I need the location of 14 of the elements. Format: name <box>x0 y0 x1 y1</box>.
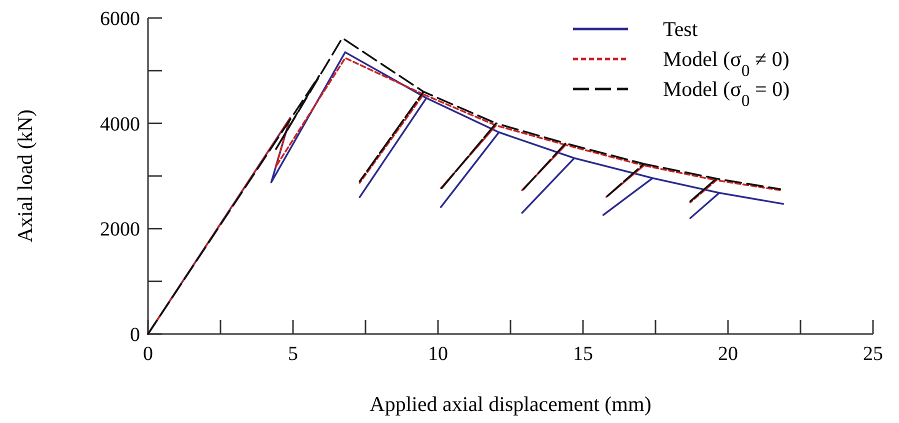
x-tick-label: 15 <box>573 343 593 365</box>
y-tick-label: 4000 <box>100 113 140 136</box>
y-axis-title: Axial load (kN) <box>13 110 37 242</box>
x-tick-label: 25 <box>863 343 883 365</box>
legend-label: Test <box>663 17 698 41</box>
x-tick-label: 10 <box>428 343 448 365</box>
x-tick-label: 5 <box>288 343 298 365</box>
y-tick-label: 2000 <box>100 218 140 241</box>
legend-label: Model (σ$_{0}$ ≠ 0) <box>663 47 790 80</box>
x-tick-label: 20 <box>718 343 738 365</box>
legend-label: Model (σ$_{0}$ = 0) <box>663 77 790 110</box>
y-tick-label: 0 <box>130 324 140 346</box>
y-tick-label: 6000 <box>100 8 140 30</box>
x-axis-title: Applied axial displacement (mm) <box>370 392 652 416</box>
